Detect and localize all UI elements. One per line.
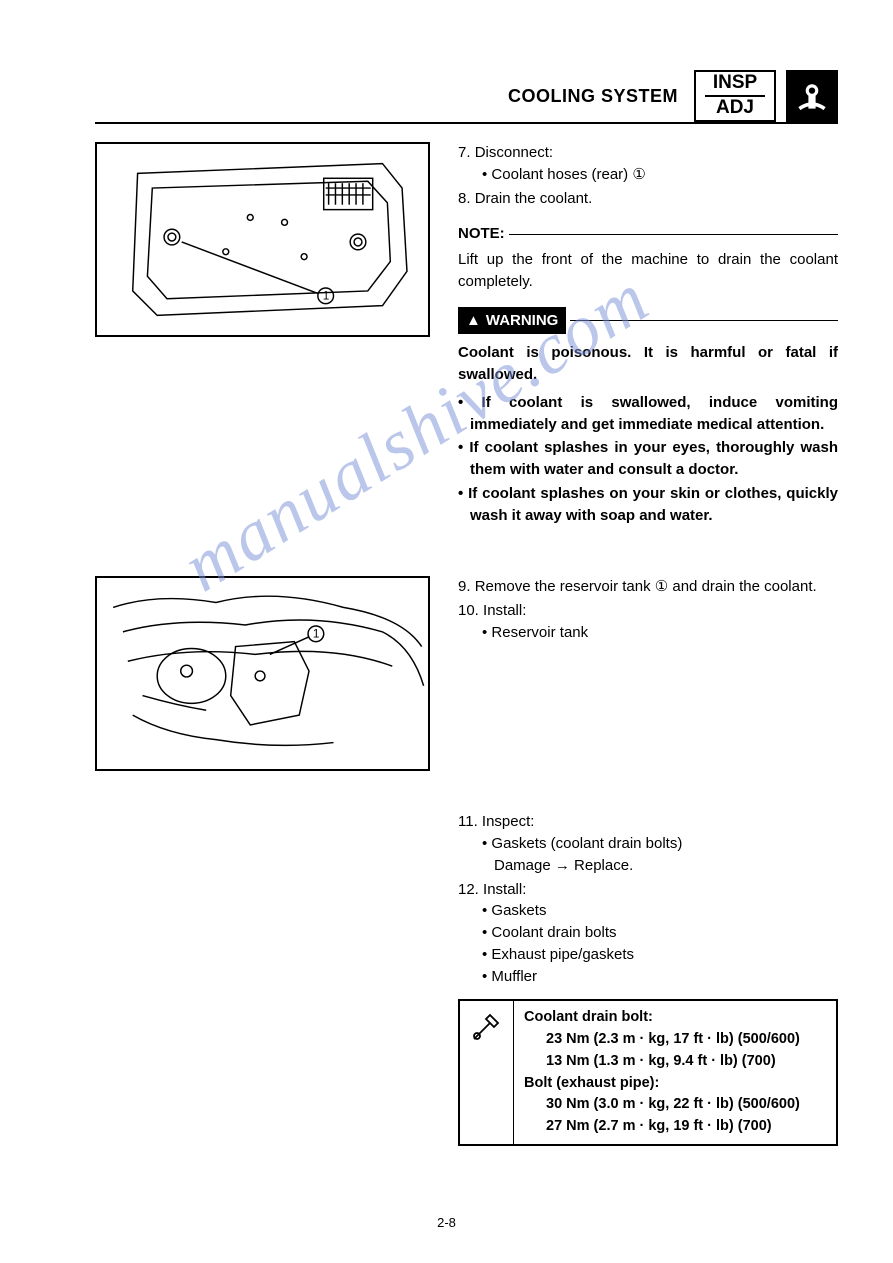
page-header: COOLING SYSTEM INSP ADJ — [95, 70, 838, 124]
step-8: 8. Drain the coolant. — [458, 188, 838, 210]
note-text: Lift up the front of the machine to drai… — [458, 249, 838, 293]
section-title: COOLING SYSTEM — [508, 83, 678, 109]
warning-rule — [570, 320, 838, 321]
spec-value: 13 Nm (1.3 m · kg, 9.4 ft · lb) (700) — [524, 1051, 800, 1073]
step-text: Install: — [483, 881, 526, 898]
step-text: Drain the coolant. — [475, 190, 593, 207]
figure-2: 1 — [95, 576, 430, 771]
torque-icon — [460, 1001, 514, 1144]
step-10: 10. Install: Reservoir tank — [458, 600, 838, 644]
step-7: 7. Disconnect: Coolant hoses (rear) ① — [458, 142, 838, 186]
step-num: 10. — [458, 602, 479, 619]
torque-spec-box: Coolant drain bolt: 23 Nm (2.3 m · kg, 1… — [458, 999, 838, 1146]
tab-top: INSP — [713, 73, 757, 94]
step-num: 8. — [458, 190, 471, 207]
spec-value: 27 Nm (2.7 m · kg, 19 ft · lb) (700) — [524, 1116, 800, 1138]
warning-item: If coolant is swallowed, induce vomiting… — [458, 392, 838, 436]
spec-value: 23 Nm (2.3 m · kg, 17 ft · lb) (500/600) — [524, 1029, 800, 1051]
warning-item: If coolant splashes on your skin or clot… — [458, 483, 838, 527]
step-text: Disconnect: — [475, 144, 553, 161]
step-num: 12. — [458, 881, 479, 898]
sub-text: Damage → Replace. — [482, 855, 838, 877]
step-num: 9. — [458, 578, 471, 595]
svg-text:1: 1 — [323, 290, 330, 303]
spec-title: Coolant drain bolt: — [524, 1007, 800, 1029]
step-12: 12. Install: Gaskets Coolant drain bolts… — [458, 879, 838, 988]
chapter-tab: INSP ADJ — [694, 70, 776, 122]
bullet: Muffler — [482, 966, 838, 988]
spec-value: 30 Nm (3.0 m · kg, 22 ft · lb) (500/600) — [524, 1094, 800, 1116]
step-num: 7. — [458, 144, 471, 161]
note-label: NOTE: — [458, 223, 505, 245]
wrench-icon — [786, 70, 838, 122]
svg-text:1: 1 — [313, 628, 320, 641]
step-text: Inspect: — [482, 813, 535, 830]
warning-heading: ▲ WARNING — [458, 307, 838, 335]
step-9: 9. Remove the reservoir tank ① and drain… — [458, 576, 838, 598]
warning-item: If coolant splashes in your eyes, thorou… — [458, 437, 838, 481]
note-rule — [509, 234, 838, 235]
warning-list: If coolant is swallowed, induce vomiting… — [458, 392, 838, 527]
bullet: Gaskets (coolant drain bolts) — [482, 833, 838, 855]
tab-bottom: ADJ — [716, 98, 754, 119]
step-11: 11. Inspect: Gaskets (coolant drain bolt… — [458, 811, 838, 876]
figure-1: 1 — [95, 142, 430, 337]
step-text: Remove the reservoir tank ① and drain th… — [475, 578, 817, 595]
page-number: 2-8 — [0, 1214, 893, 1233]
warning-box: ▲ WARNING — [458, 307, 566, 335]
step-text: Install: — [483, 602, 526, 619]
bullet: Exhaust pipe/gaskets — [482, 944, 838, 966]
bullet: Reservoir tank — [482, 622, 838, 644]
note-heading: NOTE: — [458, 223, 838, 245]
spec-title: Bolt (exhaust pipe): — [524, 1073, 800, 1095]
bullet: Coolant hoses (rear) ① — [482, 164, 838, 186]
warning-icon: ▲ — [466, 310, 481, 332]
bullet: Coolant drain bolts — [482, 922, 838, 944]
bullet: Gaskets — [482, 900, 838, 922]
warning-label: WARNING — [486, 310, 559, 332]
step-num: 11. — [458, 813, 478, 830]
warning-intro: Coolant is poisonous. It is harmful or f… — [458, 342, 838, 386]
